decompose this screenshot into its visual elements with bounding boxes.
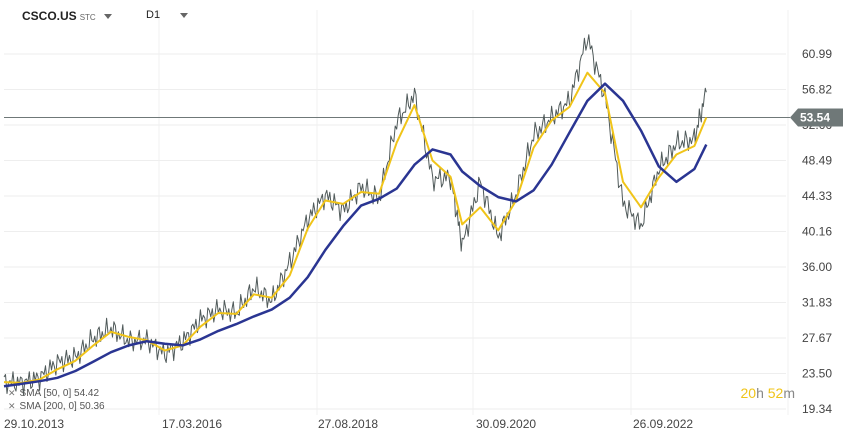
timer-hours-unit: h xyxy=(756,385,764,401)
legend-sma200-label: SMA [200, 0] 50.36 xyxy=(19,401,105,412)
y-tick-label: 44.33 xyxy=(802,189,832,203)
candle-timer: 20h 52m xyxy=(740,385,795,401)
current-price-label: 53.54 xyxy=(800,110,830,124)
x-tick-label: 27.08.2018 xyxy=(318,417,378,431)
y-tick-label: 60.99 xyxy=(802,47,832,61)
series-layer xyxy=(3,34,708,396)
chevron-down-icon xyxy=(180,12,189,18)
y-tick-label: 56.82 xyxy=(802,83,832,97)
current-price-tag-shape xyxy=(790,108,843,127)
close-icon[interactable]: ✕ xyxy=(8,401,16,411)
symbol-selector[interactable]: CSCO.US STC xyxy=(22,9,112,23)
y-tick-label: 40.16 xyxy=(802,225,832,239)
timer-hours: 20 xyxy=(740,385,757,401)
x-tick-label: 29.10.2013 xyxy=(4,417,64,431)
y-tick-label: 27.67 xyxy=(802,331,832,345)
chevron-down-icon xyxy=(103,14,112,20)
y-tick-label: 19.34 xyxy=(802,402,832,416)
legend-sma50-label: SMA [50, 0] 54.42 xyxy=(19,388,100,399)
y-tick-label: 36.00 xyxy=(802,260,832,274)
legend-sma200[interactable]: ✕ SMA [200, 0] 50.36 xyxy=(8,401,105,412)
y-axis: 60.9956.8252.6648.4944.3340.1636.0031.83… xyxy=(802,47,832,416)
legend-sma50[interactable]: ✕ SMA [50, 0] 54.42 xyxy=(8,388,99,399)
timeframe-selector[interactable]: D1 xyxy=(146,9,189,21)
x-tick-label: 30.09.2020 xyxy=(476,417,536,431)
grid xyxy=(4,10,790,415)
sma50-line xyxy=(3,71,708,384)
timer-minutes: 52 xyxy=(767,385,784,401)
y-tick-label: 23.50 xyxy=(802,367,832,381)
x-tick-label: 26.09.2022 xyxy=(633,417,693,431)
x-tick-label: 17.03.2016 xyxy=(162,417,222,431)
y-tick-label: 31.83 xyxy=(802,296,832,310)
x-axis: 29.10.2013 17.03.2016 27.08.2018 30.09.2020… xyxy=(4,417,693,431)
y-tick-label: 48.49 xyxy=(802,154,832,168)
close-icon[interactable]: ✕ xyxy=(8,388,16,398)
current-price-tag: 53.54 xyxy=(790,108,843,127)
timer-minutes-unit: m xyxy=(783,385,795,401)
sma200-line xyxy=(3,82,708,388)
symbol-source: STC xyxy=(79,13,96,22)
timeframe-label: D1 xyxy=(146,9,161,21)
symbol-name: CSCO.US xyxy=(22,9,77,23)
